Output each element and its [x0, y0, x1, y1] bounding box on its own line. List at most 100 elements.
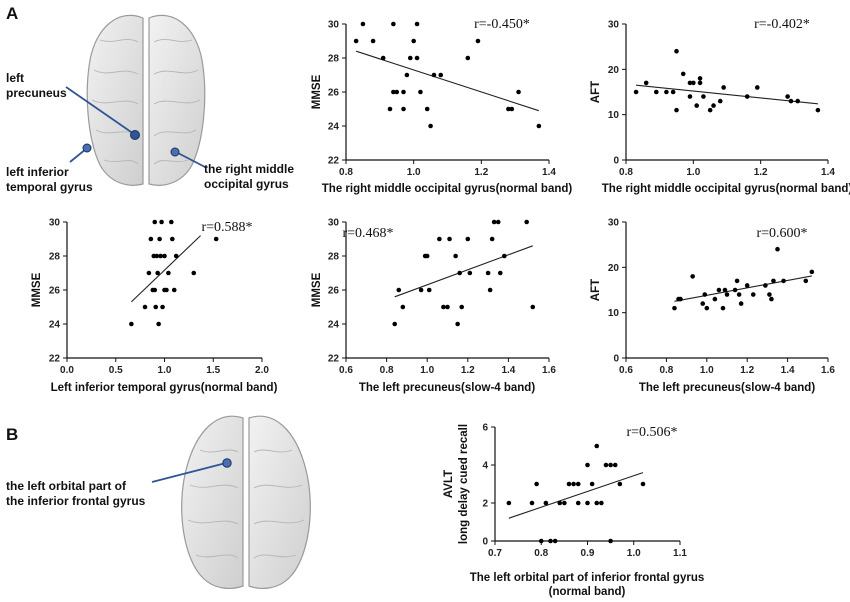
data-point: [680, 71, 686, 77]
x-axis-label: The left orbital part of inferior fronta…: [470, 572, 705, 584]
data-point: [445, 304, 450, 310]
data-point: [401, 89, 406, 95]
label-left-inferior-temporal-1: left inferior: [6, 165, 69, 179]
data-point: [711, 103, 716, 108]
data-point: [562, 500, 567, 506]
x-tick-label: 0.7: [488, 548, 502, 559]
data-point: [465, 236, 471, 242]
data-point: [173, 253, 179, 259]
regression-line: [508, 472, 644, 519]
y-tick-label: 0: [613, 354, 619, 365]
chart-mmse-vs-left-precuneus: 0.6 0.8 1.0 1.2 1.4 1.6 22 24 26 28 30r=0.468* The …: [311, 218, 556, 395]
x-tick-label: 0.8: [534, 548, 548, 559]
data-point: [795, 98, 800, 104]
data-point: [599, 500, 604, 506]
data-point: [640, 481, 646, 487]
y-tick-label: 24: [328, 320, 340, 331]
data-point: [538, 538, 544, 544]
data-point: [509, 106, 515, 112]
x-tick-label: 2.0: [255, 365, 269, 376]
x-tick-label: 1.4: [781, 365, 795, 376]
data-point: [674, 48, 679, 54]
x-tick-label: 1.2: [461, 365, 475, 376]
correlation-label: r=-0.450*: [474, 17, 530, 32]
y-tick-label: 26: [49, 286, 61, 297]
data-point: [744, 94, 750, 99]
data-point: [750, 292, 756, 297]
data-point: [524, 219, 529, 225]
correlation-label: r=0.506*: [626, 425, 677, 440]
data-point: [457, 270, 462, 276]
chart-aft-vs-right-middle-occipital: 0.8 1.0 1.2 1.4 0 10 20 30 r=-0.402* The right mi…: [590, 17, 850, 195]
data-point: [594, 443, 600, 449]
data-point: [608, 538, 613, 544]
data-point: [707, 107, 713, 113]
data-point: [491, 219, 497, 225]
data-point: [697, 80, 703, 86]
chart-mmse-vs-right-middle-occipital: 0.8 1.0 1.2 1.4 22 24 26 28 30 r=-0.450* The right…: [311, 17, 572, 195]
correlation-label: r=0.600*: [756, 226, 807, 241]
data-point: [437, 236, 442, 242]
data-point: [170, 236, 175, 242]
y-tick-label: 6: [482, 423, 488, 434]
data-point: [612, 462, 618, 468]
label-right-middle-occipital-2: occipital gyrus: [204, 177, 289, 191]
data-point: [769, 296, 774, 302]
data-point: [722, 287, 728, 293]
data-point: [781, 278, 786, 284]
x-tick-label: 1.2: [474, 167, 488, 178]
data-point: [678, 296, 683, 302]
data-point: [738, 301, 744, 306]
correlation-label: r=-0.402*: [754, 17, 810, 32]
data-point: [414, 21, 420, 27]
label-left-precuneus-2: precuneus: [6, 86, 67, 100]
data-point: [414, 55, 420, 61]
data-point: [697, 76, 703, 81]
data-point: [633, 89, 639, 95]
y-tick-label: 10: [608, 308, 620, 319]
data-point: [153, 304, 159, 310]
data-point: [396, 287, 402, 293]
x-axis-label: The left precuneus(slow-4 band): [359, 382, 536, 394]
x-tick-label: 0.6: [619, 365, 633, 376]
data-point: [603, 462, 609, 468]
x-tick-label: 1.6: [542, 365, 556, 376]
data-point: [426, 287, 432, 293]
data-point: [744, 283, 750, 288]
data-point: [418, 89, 423, 95]
data-point: [158, 253, 163, 259]
y-tick-label: 28: [328, 54, 340, 65]
data-point: [530, 304, 536, 310]
data-point: [585, 462, 590, 468]
panel-label-b: B: [6, 425, 18, 444]
x-tick-label: 0.6: [339, 365, 353, 376]
data-point: [387, 106, 393, 112]
x-tick-label: 1.4: [542, 167, 556, 178]
regression-line: [674, 275, 812, 302]
data-point: [146, 270, 152, 276]
data-point: [712, 296, 718, 302]
x-tick-label: 0.8: [619, 167, 633, 178]
data-point: [809, 269, 815, 275]
data-point: [129, 321, 134, 327]
data-point: [694, 103, 699, 108]
y-tick-label: 22: [328, 354, 340, 365]
data-point: [552, 538, 558, 544]
brain-marker-b: [151, 458, 232, 483]
chart-avlt-vs-left-orbital: 0.7 0.8 0.9 1.0 1.1 0 2 4 6 r=0.506* The left orbi…: [443, 423, 704, 599]
data-point: [690, 274, 695, 279]
data-point: [404, 72, 410, 78]
brain-top-view-a: [86, 14, 206, 186]
data-point: [485, 270, 491, 276]
y-tick-label: 4: [482, 461, 488, 472]
data-point: [543, 500, 549, 506]
data-point: [763, 283, 768, 288]
x-axis-label: The right middle occipital gyrus(normal …: [602, 183, 850, 195]
data-point: [171, 287, 177, 293]
y-tick-label: 30: [49, 218, 61, 229]
y-tick-label: 20: [608, 65, 620, 76]
y-tick-label: 2: [482, 499, 488, 510]
data-point: [156, 321, 161, 327]
data-point: [557, 500, 563, 506]
